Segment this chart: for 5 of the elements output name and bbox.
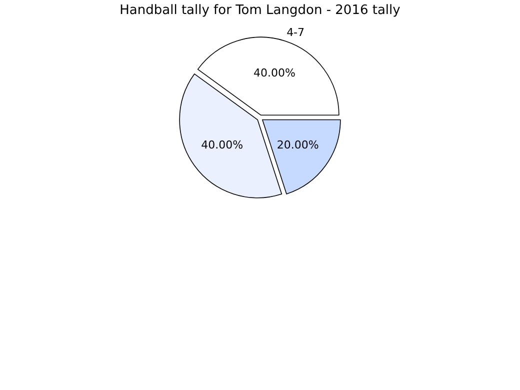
- data-label: 40.00%: [201, 138, 244, 152]
- data-label: 40.00%: [253, 66, 296, 80]
- data-label: 20.00%: [276, 138, 319, 152]
- chart-title: Handball tally for Tom Langdon - 2016 tally: [120, 3, 401, 18]
- slice-label: 4-7: [286, 26, 305, 40]
